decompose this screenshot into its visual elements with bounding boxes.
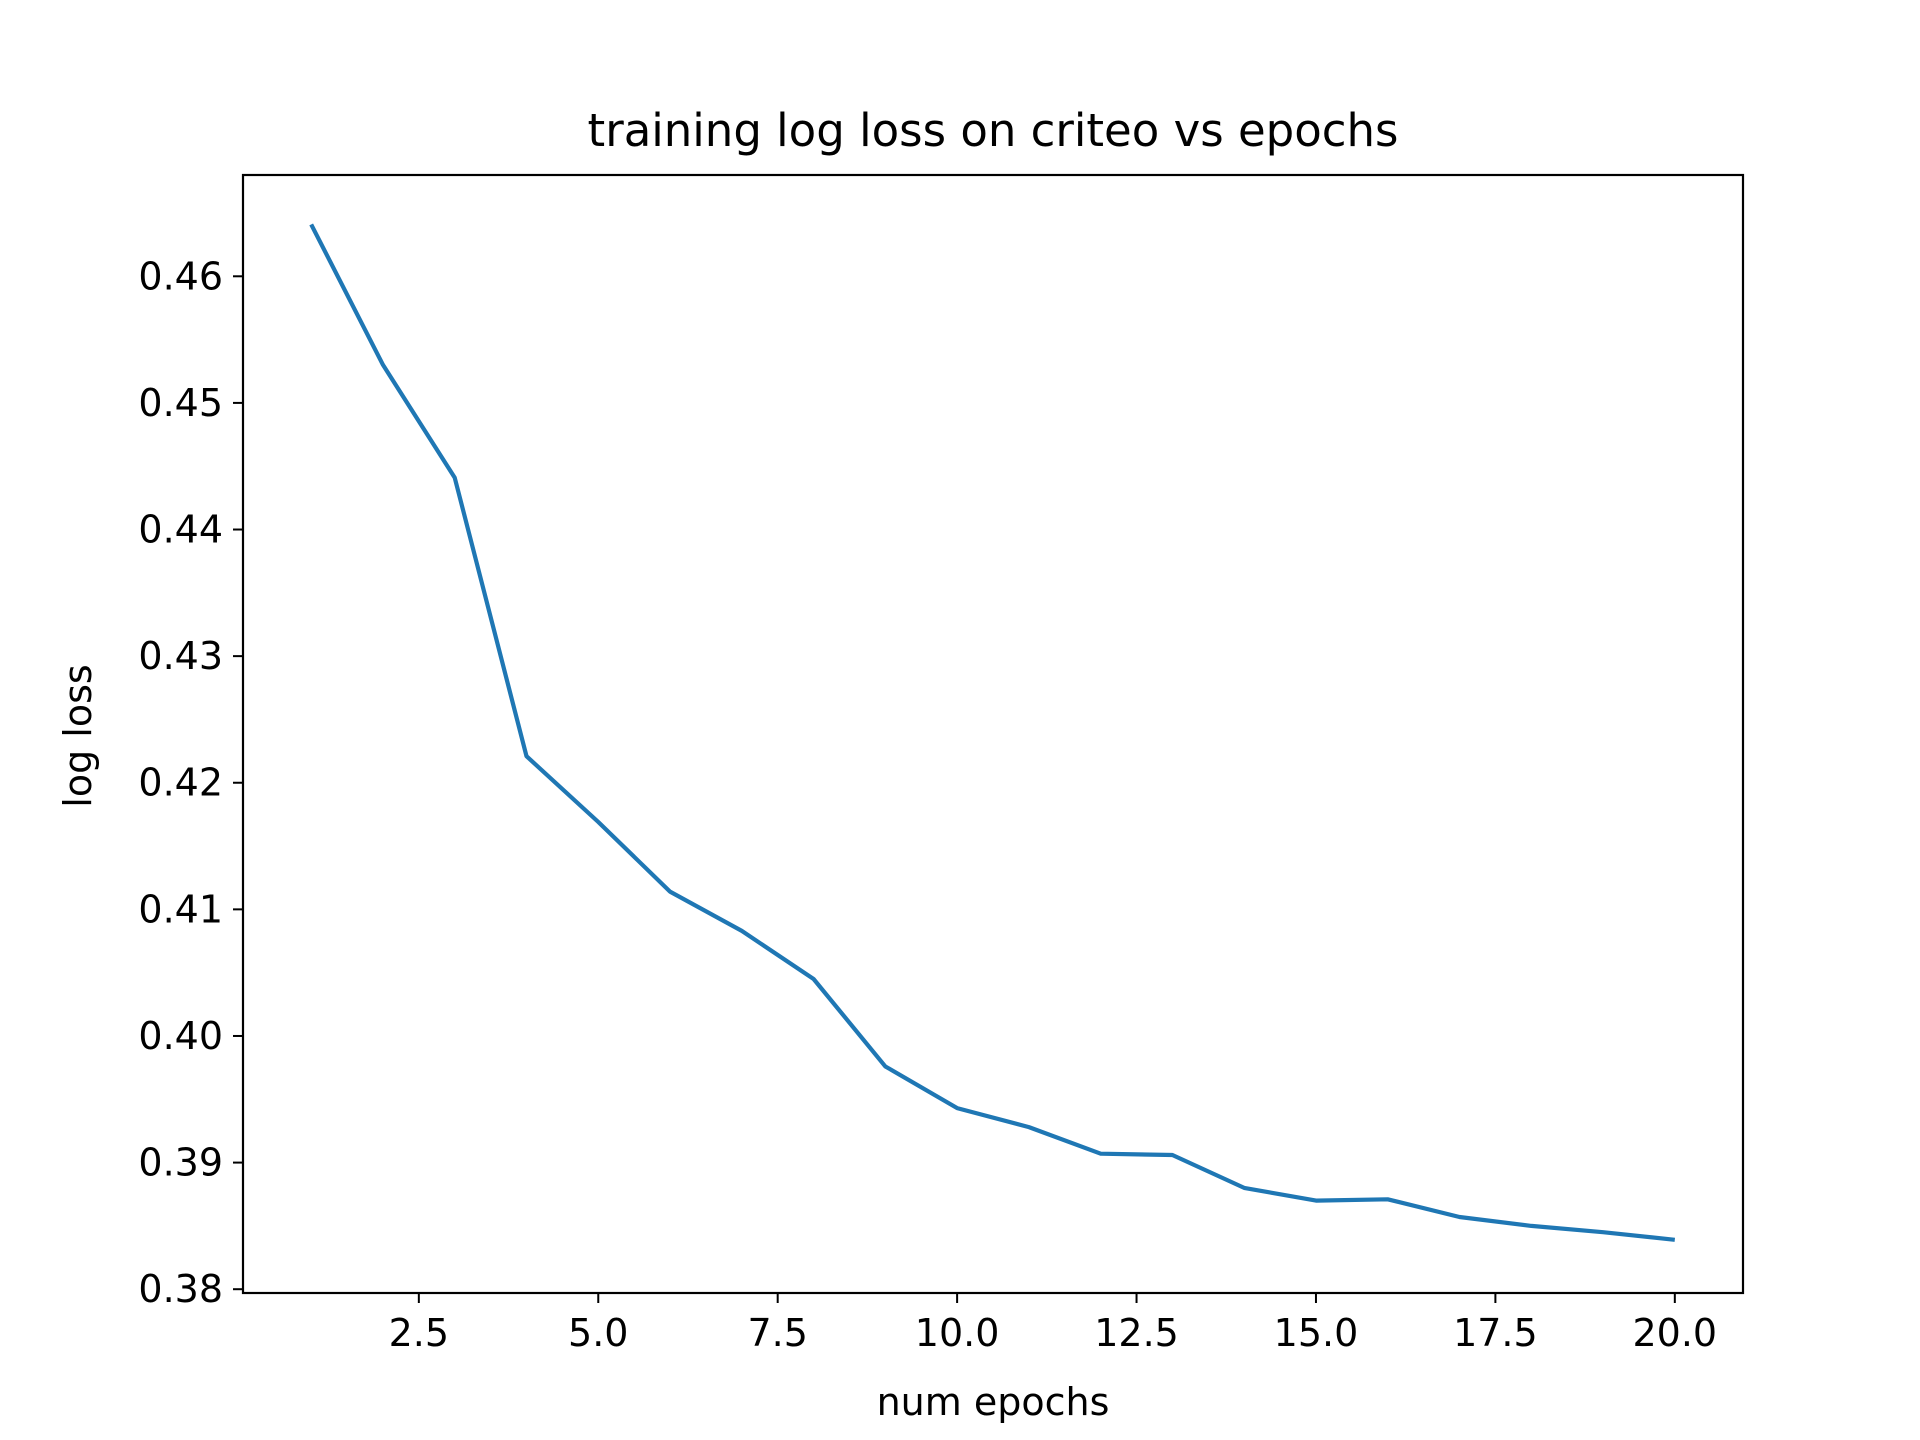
x-tick-label: 7.5 bbox=[747, 1311, 807, 1355]
y-axis-label: log loss bbox=[56, 664, 100, 807]
x-tick-label: 12.5 bbox=[1094, 1311, 1179, 1355]
chart-title: training log loss on criteo vs epochs bbox=[588, 104, 1399, 157]
x-tick-label: 17.5 bbox=[1453, 1311, 1538, 1355]
series-line-0 bbox=[309, 223, 1676, 1242]
y-tick-label: 0.46 bbox=[138, 254, 223, 298]
x-tick-label: 2.5 bbox=[389, 1311, 449, 1355]
x-axis-label: num epochs bbox=[877, 1380, 1110, 1424]
y-tick-label: 0.43 bbox=[138, 634, 223, 678]
x-tick-label: 20.0 bbox=[1633, 1311, 1718, 1355]
y-tick-label: 0.40 bbox=[138, 1014, 223, 1058]
x-tick-label: 5.0 bbox=[568, 1311, 628, 1355]
y-tick-label: 0.41 bbox=[138, 887, 223, 931]
y-tick-label: 0.39 bbox=[138, 1141, 223, 1185]
y-tick-label: 0.44 bbox=[138, 508, 223, 552]
plot-area: 2.5 5.0 7.5 10.0 12.5 15.0 17.5 20.0 0.38 0.39 0.4… bbox=[138, 173, 1745, 1355]
axes-frame bbox=[241, 173, 1745, 1295]
y-tick-label: 0.38 bbox=[138, 1267, 223, 1311]
x-tick-label: 10.0 bbox=[915, 1311, 1000, 1355]
x-tick-label: 15.0 bbox=[1274, 1311, 1359, 1355]
y-tick-label: 0.42 bbox=[138, 761, 223, 805]
y-tick-label: 0.45 bbox=[138, 381, 223, 425]
